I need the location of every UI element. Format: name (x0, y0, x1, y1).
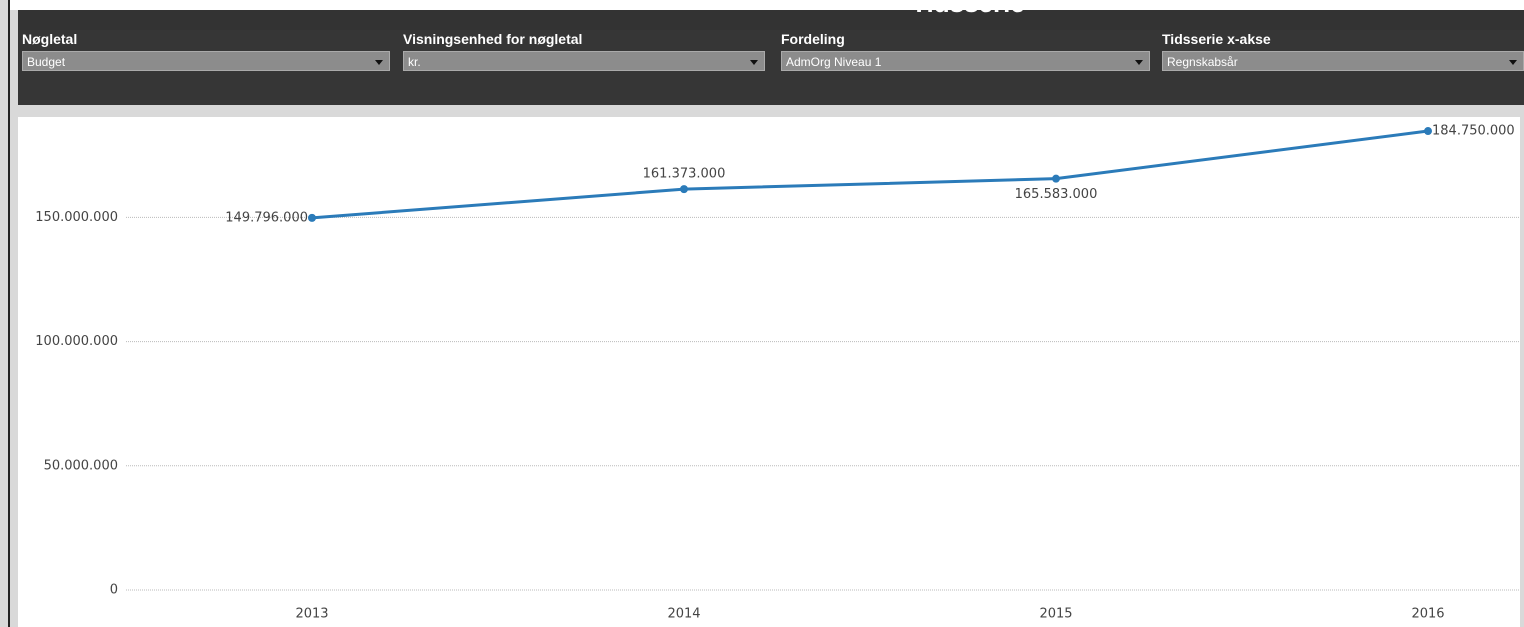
chart-background (18, 117, 1520, 627)
y-tick-label: 150.000.000 (35, 210, 118, 225)
filter-label: Fordeling (781, 31, 845, 47)
y-tick-label: 100.000.000 (35, 334, 118, 349)
filter-label: Nøgletal (22, 31, 78, 47)
y-tick-label: 50.000.000 (44, 458, 118, 473)
dropdown-arrow (1135, 60, 1143, 65)
dropdown-arrow (375, 60, 383, 65)
data-point (1424, 127, 1432, 136)
data-label: 149.796.000 (225, 210, 308, 225)
chart: 0 50.000.000 100.000.000 150.000.000 2013 201… (18, 117, 1520, 627)
sheet-title: Tidsserie (18, 10, 1524, 19)
filter-label: Visningsenhed for nøgletal (403, 31, 583, 47)
top-strip (10, 0, 1524, 10)
data-point (680, 185, 688, 194)
filter-panel: Tidsserie Nøgletal Budget Visningsenhed … (18, 10, 1524, 105)
dropdown-value: Budget (27, 55, 66, 69)
dropdown-arrow (750, 60, 758, 65)
filter: Nøgletal Budget (22, 30, 390, 71)
data-label: 161.373.000 (643, 167, 726, 182)
frame-edge (8, 0, 10, 627)
x-tick-label: 2013 (295, 607, 328, 622)
x-tick-label: 2015 (1039, 607, 1072, 622)
dropdown[interactable]: Regnskabsår (1162, 51, 1524, 71)
filter: Tidsserie x-akse Regnskabsår (1162, 30, 1524, 71)
filter: Fordeling AdmOrg Niveau 1 (781, 30, 1150, 71)
filter-label: Tidsserie x-akse (1162, 31, 1271, 47)
dropdown[interactable]: kr. (403, 51, 765, 71)
dropdown-arrow (1509, 60, 1517, 65)
x-tick-label: 2016 (1411, 607, 1444, 622)
dropdown[interactable]: AdmOrg Niveau 1 (781, 51, 1150, 71)
data-line (311, 129, 1429, 220)
data-point (1052, 174, 1060, 183)
dropdown-value: kr. (408, 55, 421, 69)
y-tick-label: 0 (110, 583, 118, 598)
dropdown-value: Regnskabsår (1167, 55, 1238, 69)
dropdown[interactable]: Budget (22, 51, 390, 71)
filter: Visningsenhed for nøgletal kr. (403, 30, 765, 71)
x-tick-label: 2014 (667, 607, 700, 622)
data-label: 165.583.000 (1015, 187, 1098, 202)
dropdown-value: AdmOrg Niveau 1 (786, 55, 882, 69)
data-label: 184.750.000 (1432, 124, 1515, 139)
data-point (308, 213, 316, 222)
